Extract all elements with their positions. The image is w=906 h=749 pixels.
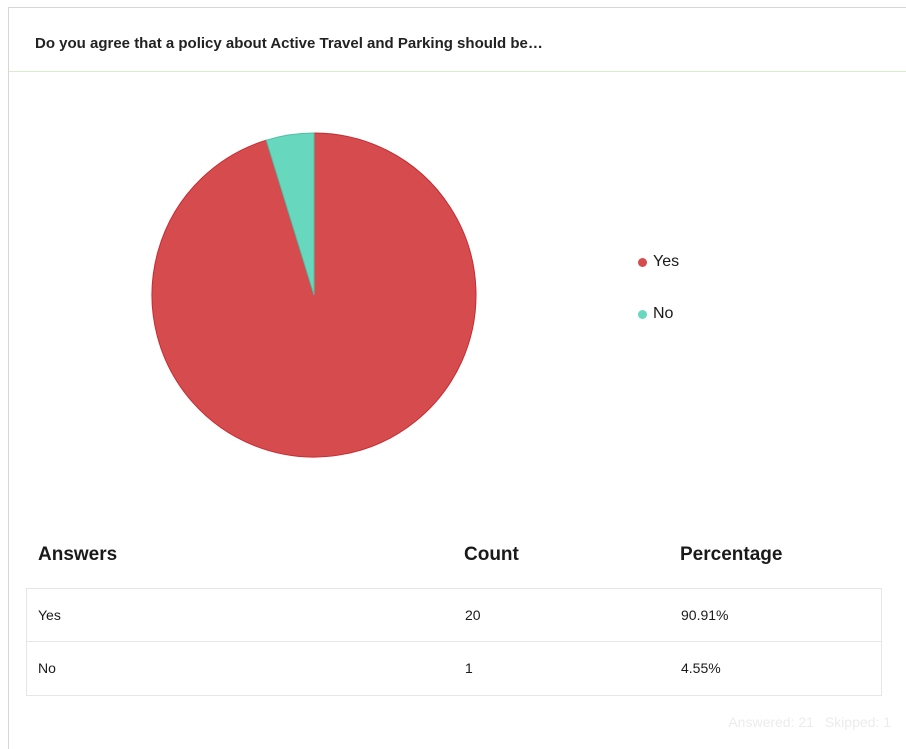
question-title: Do you agree that a policy about Active … xyxy=(35,35,543,52)
table-cell-count: 1 xyxy=(465,660,473,676)
table-cell-answer: Yes xyxy=(38,607,61,623)
table-cell-answer: No xyxy=(38,660,56,676)
legend-swatch-no xyxy=(638,309,647,319)
question-header: Do you agree that a policy about Active … xyxy=(9,8,906,72)
table-cell-percentage: 4.55% xyxy=(681,660,721,676)
column-header-count: Count xyxy=(464,544,519,565)
legend-item-yes[interactable]: Yes xyxy=(638,250,679,274)
pie-slice-no[interactable] xyxy=(265,132,315,296)
answered-count: Answered: 21 xyxy=(728,714,814,730)
column-header-percentage: Percentage xyxy=(680,544,783,565)
pie-chart-svg xyxy=(151,132,477,458)
response-stats: Answered: 21 Skipped: 1 xyxy=(721,714,891,730)
legend-label-yes: Yes xyxy=(653,253,680,270)
table-cell-percentage: 90.91% xyxy=(681,607,729,623)
skipped-count: Skipped: 1 xyxy=(824,714,891,730)
table-cell-count: 20 xyxy=(465,607,481,623)
answers-table: Answers Count Percentage Yes 20 90.91% N… xyxy=(26,530,882,696)
legend-label-no: No xyxy=(653,305,674,322)
legend-item-no[interactable]: No xyxy=(638,302,679,326)
table-body: Yes 20 90.91% No 1 4.55% xyxy=(26,588,882,696)
question-panel: Do you agree that a policy about Active … xyxy=(8,7,906,749)
chart-legend: Yes No xyxy=(638,250,679,354)
table-header-row: Answers Count Percentage xyxy=(26,530,882,588)
pie-chart xyxy=(150,131,478,459)
table-row: No 1 4.55% xyxy=(27,642,881,695)
column-header-answers: Answers xyxy=(38,544,118,565)
table-row: Yes 20 90.91% xyxy=(27,589,881,642)
legend-swatch-yes xyxy=(638,257,647,267)
